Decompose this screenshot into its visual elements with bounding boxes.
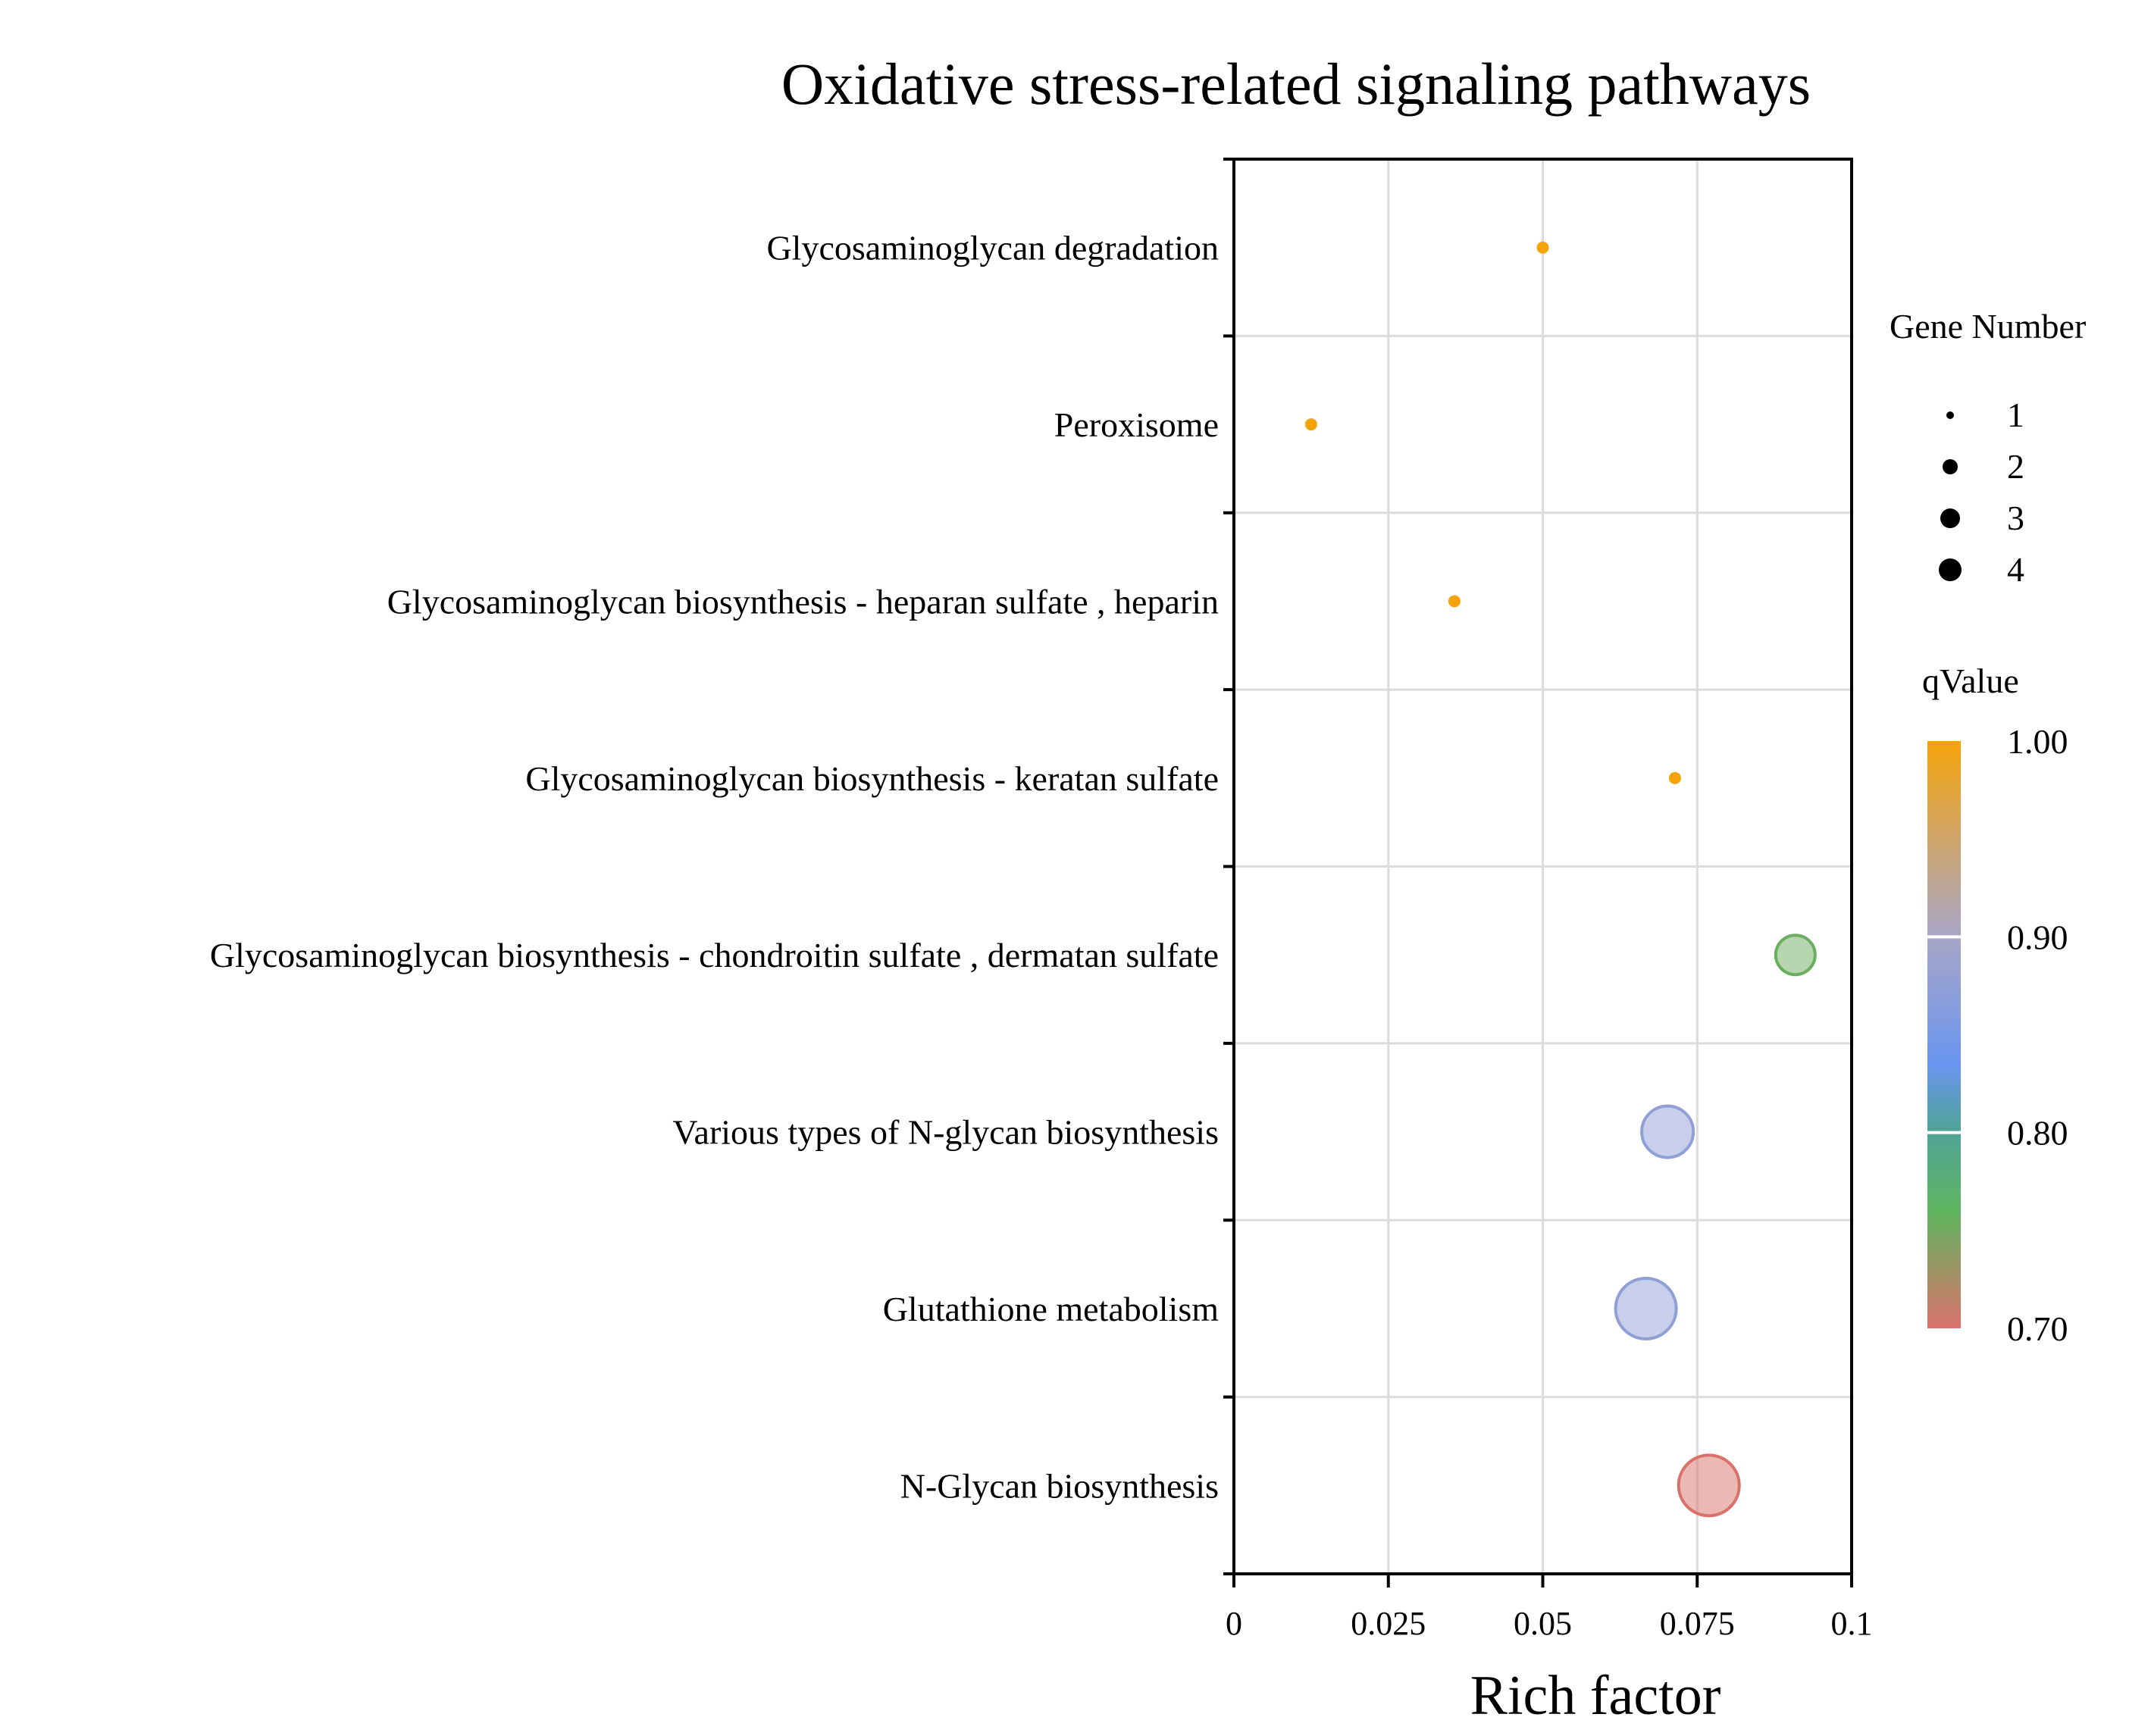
data-points bbox=[1304, 241, 1817, 1518]
x-axis-title: Rich factor bbox=[1470, 1665, 1721, 1727]
pathway-label: Glycosaminoglycan biosynthesis - keratan… bbox=[525, 759, 1219, 798]
size-legend-label: 4 bbox=[2007, 550, 2024, 589]
size-legend: Gene Number 1 2 3 4 bbox=[1890, 307, 2086, 589]
plot-axes bbox=[1223, 158, 1853, 1587]
chart-title: Oxidative stress-related signaling pathw… bbox=[781, 51, 1811, 117]
data-point bbox=[1614, 1276, 1678, 1340]
size-legend-label: 2 bbox=[2007, 447, 2024, 486]
pathway-label: Glutathione metabolism bbox=[883, 1290, 1220, 1328]
size-legend-dot bbox=[1946, 411, 1954, 419]
data-point bbox=[1668, 771, 1681, 784]
data-point bbox=[1304, 418, 1317, 431]
x-tick-label: 0.1 bbox=[1831, 1605, 1873, 1642]
pathway-label: Glycosaminoglycan biosynthesis - heparan… bbox=[387, 582, 1219, 621]
pathway-label: Glycosaminoglycan biosynthesis - chondro… bbox=[210, 936, 1219, 974]
data-point bbox=[1640, 1104, 1695, 1159]
colorbar-tick-label: 1.00 bbox=[2007, 722, 2068, 761]
color-legend: qValue 1.00 0.90 0.80 0.70 bbox=[1922, 662, 2068, 1348]
size-legend-dot bbox=[1943, 459, 1958, 474]
plot-grid bbox=[1234, 159, 1853, 1574]
pathway-label: N-Glycan biosynthesis bbox=[900, 1466, 1219, 1505]
data-point bbox=[1774, 934, 1817, 977]
data-point bbox=[1677, 1453, 1741, 1518]
size-legend-dot bbox=[1940, 508, 1960, 528]
color-legend-title: qValue bbox=[1922, 662, 2019, 700]
pathway-label: Various types of N-glycan biosynthesis bbox=[672, 1113, 1219, 1152]
colorbar-tick-label: 0.90 bbox=[2007, 918, 2068, 956]
data-point bbox=[1536, 241, 1549, 254]
x-tick-labels: 0 0.025 0.05 0.075 0.1 bbox=[1226, 1605, 1873, 1642]
qvalue-colorbar bbox=[1927, 741, 1961, 1328]
size-legend-title: Gene Number bbox=[1890, 307, 2086, 346]
x-tick-label: 0 bbox=[1226, 1605, 1242, 1642]
pathway-label: Glycosaminoglycan degradation bbox=[766, 229, 1219, 267]
pathway-labels: Glycosaminoglycan degradation Peroxisome G… bbox=[210, 229, 1219, 1506]
color-legend-ticks: 1.00 0.90 0.80 0.70 bbox=[1927, 722, 2068, 1348]
size-legend-label: 1 bbox=[2007, 396, 2024, 434]
data-point bbox=[1448, 595, 1461, 608]
x-tick-label: 0.05 bbox=[1514, 1605, 1572, 1642]
colorbar-tick-label: 0.70 bbox=[2007, 1309, 2068, 1348]
size-legend-label: 3 bbox=[2007, 499, 2024, 537]
colorbar-tick-label: 0.80 bbox=[2007, 1114, 2068, 1153]
size-legend-dot bbox=[1939, 558, 1962, 581]
pathway-label: Peroxisome bbox=[1054, 405, 1219, 444]
size-legend-items: 1 2 3 4 bbox=[1939, 396, 2024, 589]
x-tick-label: 0.075 bbox=[1660, 1605, 1735, 1642]
x-tick-label: 0.025 bbox=[1351, 1605, 1426, 1642]
